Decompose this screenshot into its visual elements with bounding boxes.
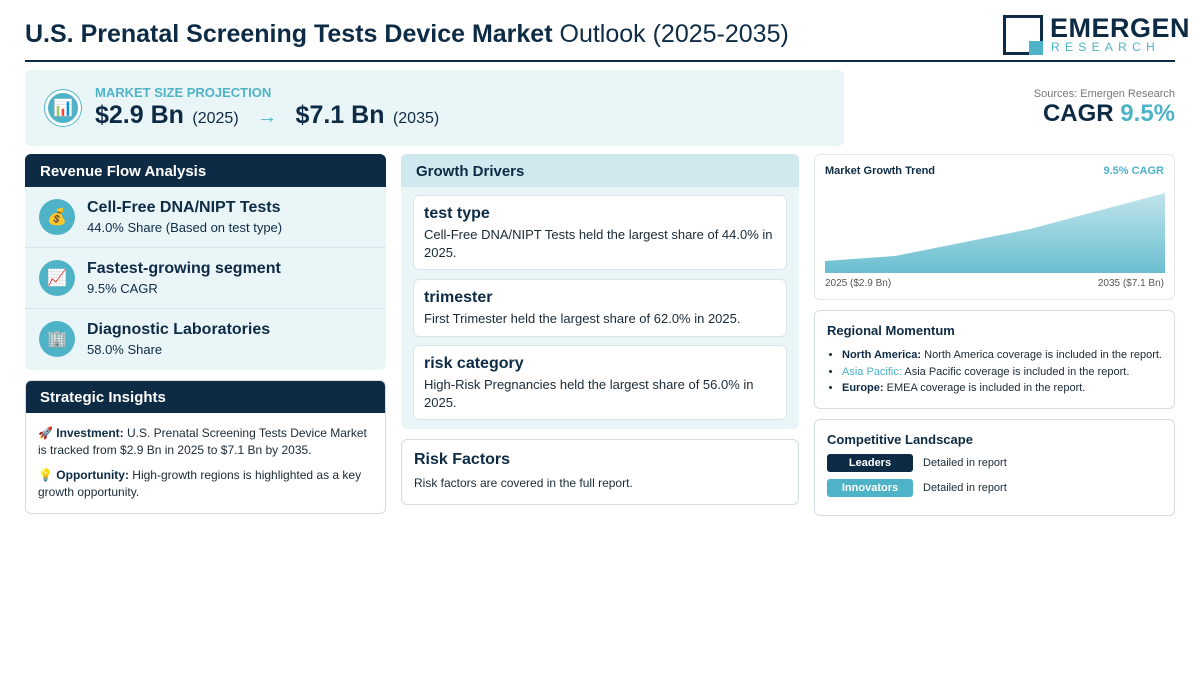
end-year: (2035) bbox=[392, 110, 440, 127]
revenue-item: 📈 Fastest-growing segment 9.5% CAGR bbox=[25, 248, 386, 309]
revenue-item-subtitle: 44.0% Share (Based on test type) bbox=[87, 220, 283, 235]
driver-text: First Trimester held the largest share o… bbox=[424, 311, 741, 326]
revenue-flow-panel: Revenue Flow Analysis 💰 Cell-Free DNA/NI… bbox=[25, 154, 386, 370]
market-growth-trend-card: Market Growth Trend 9.5% CAGR 2025 ($2.9… bbox=[814, 154, 1175, 300]
sources-note: Sources: Emergen Research bbox=[1033, 88, 1175, 100]
driver-card: risk category High-Risk Pregnancies held… bbox=[413, 345, 787, 420]
header: U.S. Prenatal Screening Tests Device Mar… bbox=[25, 12, 1190, 62]
end-value: $7.1 Bn bbox=[295, 101, 385, 129]
cagr-summary: CAGR 9.5% bbox=[1043, 100, 1175, 128]
revenue-item: 🏢 Diagnostic Laboratories 58.0% Share bbox=[25, 309, 386, 370]
strategic-insights-heading: Strategic Insights bbox=[26, 381, 385, 413]
region-list: North America: North America coverage is… bbox=[827, 347, 1162, 397]
title-main: U.S. Prenatal Screening Tests Device Mar… bbox=[25, 20, 553, 48]
list-item: Europe: EMEA coverage is included in the… bbox=[842, 380, 1162, 397]
logo-mark-icon bbox=[1003, 15, 1043, 55]
region-name: Asia Pacific: bbox=[842, 365, 902, 378]
lightbulb-icon: 💡 bbox=[38, 468, 53, 482]
driver-title: trimester bbox=[424, 289, 493, 306]
revenue-item: 💰 Cell-Free DNA/NIPT Tests 44.0% Share (… bbox=[25, 187, 386, 248]
money-bag-icon: 💰 bbox=[39, 199, 75, 235]
start-value: $2.9 Bn bbox=[95, 101, 184, 129]
revenue-item-title: Diagnostic Laboratories bbox=[87, 321, 271, 338]
strategic-insights-panel: Strategic Insights 🚀 Investment: U.S. Pr… bbox=[25, 380, 386, 514]
investment-insight: 🚀 Investment: U.S. Prenatal Screening Te… bbox=[26, 425, 385, 459]
logo-word: EMERGEN bbox=[1050, 13, 1191, 43]
region-name: Europe: bbox=[842, 382, 884, 394]
investment-label: Investment: bbox=[56, 426, 124, 440]
opportunity-label: Opportunity: bbox=[56, 468, 129, 482]
opportunity-insight: 💡 Opportunity: High-growth regions is hi… bbox=[26, 467, 385, 501]
trend-title: Market Growth Trend bbox=[825, 165, 936, 177]
building-icon: 🏢 bbox=[39, 321, 75, 357]
regional-momentum-heading: Regional Momentum bbox=[827, 323, 955, 338]
list-item: North America: North America coverage is… bbox=[842, 347, 1162, 364]
region-text: Asia Pacific coverage is included in the… bbox=[904, 365, 1130, 378]
market-size-projection-card: 📊 MARKET SIZE PROJECTION $2.9 Bn (2025) … bbox=[25, 70, 844, 146]
growth-drivers-heading: Growth Drivers bbox=[401, 154, 799, 187]
region-text: EMEA coverage is included in the report. bbox=[886, 382, 1086, 394]
risk-factors-text: Risk factors are covered in the full rep… bbox=[414, 476, 633, 490]
growth-drivers-panel: Growth Drivers test type Cell-Free DNA/N… bbox=[401, 154, 799, 429]
region-name: North America: bbox=[842, 349, 922, 361]
revenue-item-subtitle: 9.5% CAGR bbox=[87, 281, 158, 296]
bar-chart-icon: 📊 bbox=[45, 90, 81, 126]
cagr-label: CAGR bbox=[1042, 100, 1114, 127]
competitor-row: Leaders Detailed in report bbox=[827, 454, 1162, 472]
logo-subtitle: RESEARCH bbox=[1051, 40, 1161, 54]
competitor-text: Detailed in report bbox=[923, 457, 1007, 469]
revenue-item-title: Fastest-growing segment bbox=[87, 260, 281, 277]
trending-up-icon: 📈 bbox=[39, 260, 75, 296]
region-text: North America coverage is included in th… bbox=[924, 349, 1162, 361]
projection-label: MARKET SIZE PROJECTION bbox=[95, 85, 272, 100]
driver-text: High-Risk Pregnancies held the largest s… bbox=[424, 377, 754, 410]
driver-card: test type Cell-Free DNA/NIPT Tests held … bbox=[413, 195, 787, 270]
revenue-item-title: Cell-Free DNA/NIPT Tests bbox=[87, 199, 281, 216]
competitive-landscape-card: Competitive Landscape Leaders Detailed i… bbox=[814, 419, 1175, 516]
leaders-badge: Leaders bbox=[827, 454, 913, 472]
growth-area-chart bbox=[825, 193, 1165, 273]
rocket-icon: 🚀 bbox=[38, 426, 53, 440]
investment-text: U.S. Prenatal Screening Tests Device Mar… bbox=[38, 426, 367, 457]
trend-end-label: 2035 ($7.1 Bn) bbox=[1097, 278, 1164, 289]
innovators-badge: Innovators bbox=[827, 479, 913, 497]
driver-title: risk category bbox=[424, 355, 524, 372]
risk-factors-panel: Risk Factors Risk factors are covered in… bbox=[401, 439, 799, 505]
page-title: U.S. Prenatal Screening Tests Device Mar… bbox=[25, 20, 789, 49]
projection-values: $2.9 Bn (2025) → $7.1 Bn (2035) bbox=[95, 101, 439, 130]
arrow-right-icon: → bbox=[257, 106, 278, 128]
competitive-landscape-heading: Competitive Landscape bbox=[827, 432, 973, 447]
regional-momentum-card: Regional Momentum North America: North A… bbox=[814, 310, 1175, 409]
trend-cagr: 9.5% CAGR bbox=[1103, 165, 1164, 177]
driver-card: trimester First Trimester held the large… bbox=[413, 279, 787, 337]
driver-title: test type bbox=[424, 205, 490, 222]
cagr-value: 9.5% bbox=[1120, 100, 1175, 127]
start-year: (2025) bbox=[192, 110, 239, 127]
opportunity-text: High-growth regions is highlighted as a … bbox=[38, 468, 362, 499]
list-item: Asia Pacific: Asia Pacific coverage is i… bbox=[842, 364, 1162, 381]
risk-factors-heading: Risk Factors bbox=[414, 451, 511, 468]
revenue-item-subtitle: 58.0% Share bbox=[87, 342, 163, 357]
driver-text: Cell-Free DNA/NIPT Tests held the larges… bbox=[424, 227, 773, 260]
revenue-flow-heading: Revenue Flow Analysis bbox=[25, 154, 386, 187]
emergen-logo[interactable]: EMERGEN RESEARCH bbox=[1003, 13, 1190, 57]
title-period: Outlook (2025-2035) bbox=[559, 20, 789, 48]
competitor-row: Innovators Detailed in report bbox=[827, 479, 1162, 497]
growth-area bbox=[825, 193, 1165, 273]
trend-start-label: 2025 ($2.9 Bn) bbox=[825, 278, 892, 289]
competitor-text: Detailed in report bbox=[923, 482, 1007, 494]
